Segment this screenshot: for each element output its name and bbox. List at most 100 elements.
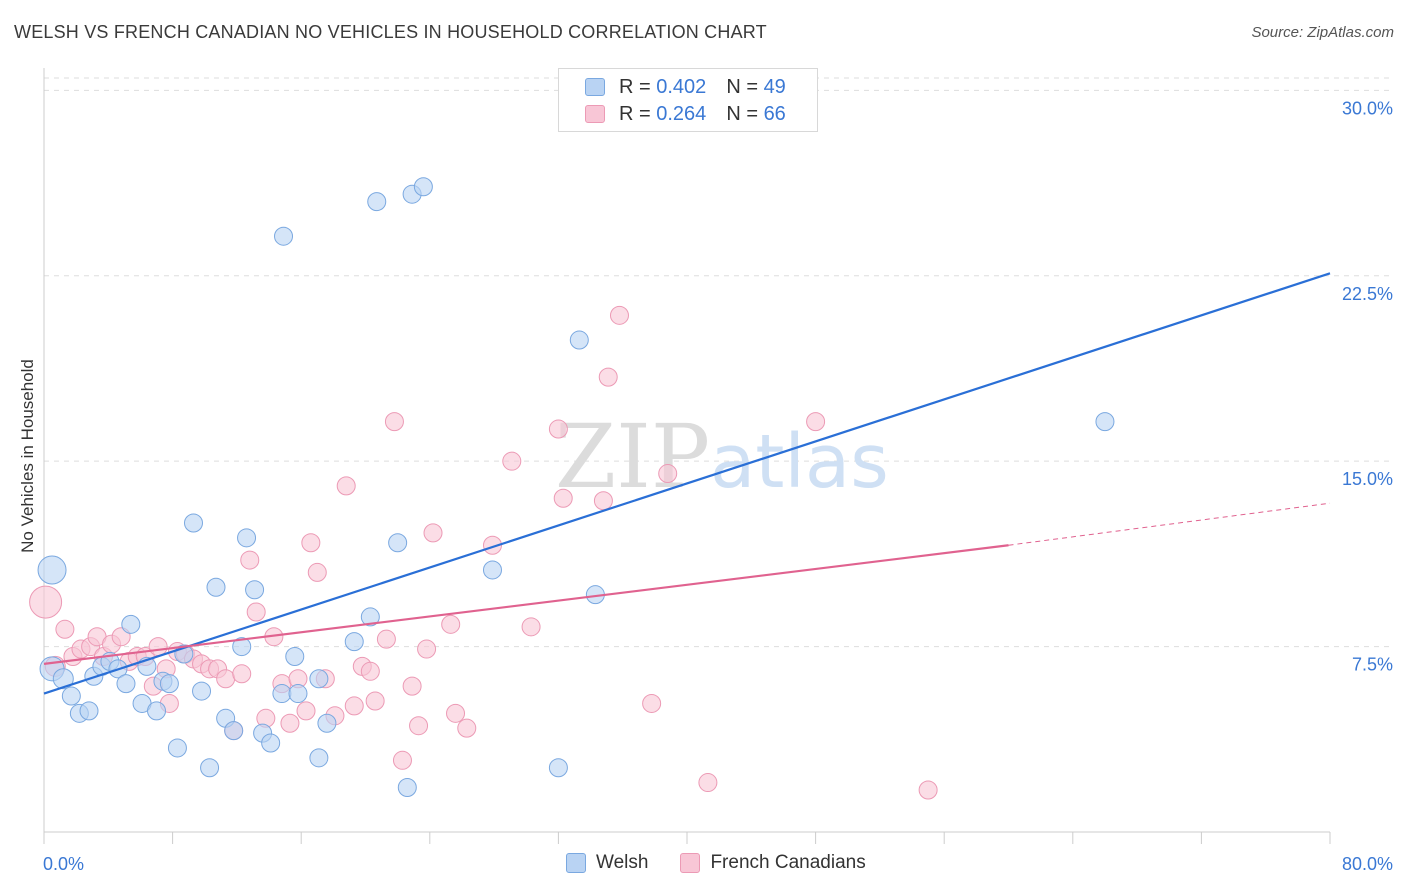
welsh-point[interactable] [147, 701, 167, 721]
french-canadians-point[interactable] [29, 585, 63, 619]
y-tick-label: 15.0% [1342, 469, 1393, 489]
legend-r-value-welsh: 0.402 [656, 75, 707, 98]
welsh-point[interactable] [245, 580, 265, 600]
legend-r-value-french: 0.264 [656, 102, 707, 125]
french-canadians-point[interactable] [232, 664, 252, 684]
french-canadians-point[interactable] [409, 716, 429, 736]
welsh-point[interactable] [548, 758, 568, 778]
welsh-point[interactable] [317, 713, 337, 733]
legend-n-value-welsh: 49 [763, 75, 786, 98]
french-canadians-point[interactable] [402, 676, 422, 696]
welsh-point[interactable] [285, 646, 305, 666]
tick-labels: 7.5% 15.0% 22.5% 30.0% 0.0% 80.0% [43, 98, 1393, 874]
legend-r-label: R = [619, 75, 657, 98]
french-canadians-point[interactable] [457, 718, 477, 738]
welsh-point[interactable] [309, 669, 329, 689]
series-legend: Welsh French Canadians [566, 852, 898, 874]
welsh-point[interactable] [167, 738, 187, 758]
watermark-atlas: atlas [710, 419, 889, 505]
welsh-point[interactable] [37, 555, 67, 585]
welsh-point[interactable] [232, 637, 252, 657]
french-canadians-point[interactable] [384, 412, 404, 432]
french-canadians-point[interactable] [280, 713, 300, 733]
welsh-point[interactable] [121, 614, 141, 634]
welsh-point[interactable] [237, 528, 257, 548]
french-canadians-point[interactable] [521, 617, 541, 637]
trend-lines [43, 272, 1331, 695]
y-tick-label: 22.5% [1342, 284, 1393, 304]
french-canadians-point[interactable] [344, 696, 364, 716]
legend-n-value-french: 66 [763, 102, 786, 125]
french-canadians-point[interactable] [55, 619, 75, 639]
legend-swatch-french [680, 853, 701, 873]
french-canadians-point[interactable] [307, 562, 327, 582]
french-canadians-point[interactable] [658, 464, 678, 484]
french-canadians-trend-line [43, 544, 1009, 665]
legend-row-welsh: R = 0.402 N = 49 [585, 75, 786, 99]
welsh-point[interactable] [52, 668, 74, 690]
french-canadians-point[interactable] [502, 451, 522, 471]
french-canadians-point[interactable] [482, 535, 502, 555]
french-canadians-point[interactable] [441, 614, 461, 634]
welsh-point[interactable] [413, 177, 433, 197]
french-canadians-point[interactable] [365, 691, 385, 711]
welsh-point[interactable] [192, 681, 212, 701]
french-canadians-point[interactable] [609, 305, 629, 325]
french-canadians-point[interactable] [376, 629, 396, 649]
french-canadians-point[interactable] [698, 773, 718, 793]
welsh-point[interactable] [206, 577, 226, 597]
legend-label-welsh: Welsh [596, 852, 649, 873]
legend-r-label: R = [619, 102, 657, 125]
french-canadians-point[interactable] [148, 637, 168, 657]
welsh-point[interactable] [274, 226, 294, 246]
french-canadians-point[interactable] [446, 703, 466, 723]
french-canadians-point[interactable] [918, 780, 938, 800]
legend-swatch-welsh [585, 78, 605, 96]
french-canadians-point[interactable] [360, 661, 380, 681]
legend-item-welsh[interactable]: Welsh [566, 852, 648, 874]
french-canadians-point[interactable] [593, 491, 613, 511]
french-canadians-point[interactable] [806, 412, 826, 432]
correlation-legend: R = 0.402 N = 49 R = 0.264 N = 66 [558, 68, 818, 132]
french-canadians-point[interactable] [548, 419, 568, 439]
welsh-point[interactable] [183, 513, 203, 533]
legend-n-label: N = [726, 75, 764, 98]
welsh-point[interactable] [79, 701, 99, 721]
welsh-point[interactable] [224, 721, 244, 741]
french-canadians-point[interactable] [301, 533, 321, 553]
french-canadians-point[interactable] [392, 750, 412, 770]
welsh-point[interactable] [272, 684, 292, 704]
french-canadians-point[interactable] [598, 367, 618, 387]
welsh-point[interactable] [482, 560, 502, 580]
legend-item-french-canadians[interactable]: French Canadians [680, 852, 866, 874]
welsh-point[interactable] [159, 674, 179, 694]
welsh-point[interactable] [344, 632, 364, 652]
french-canadians-point[interactable] [553, 488, 573, 508]
welsh-point[interactable] [569, 330, 589, 350]
welsh-point[interactable] [367, 192, 387, 212]
watermark: ZIP atlas [555, 405, 889, 508]
welsh-point[interactable] [388, 533, 408, 553]
french-canadians-point[interactable] [216, 669, 236, 689]
welsh-point[interactable] [116, 674, 136, 694]
welsh-point[interactable] [200, 758, 220, 778]
welsh-point[interactable] [309, 748, 329, 768]
french-canadians-point[interactable] [246, 602, 266, 622]
welsh-point[interactable] [1095, 412, 1115, 432]
series-welsh-points [37, 177, 1115, 798]
french-canadians-point[interactable] [642, 693, 662, 713]
welsh-point[interactable] [360, 607, 380, 627]
legend-label-french-canadians: French Canadians [710, 852, 866, 873]
welsh-point[interactable] [261, 733, 281, 753]
french-canadians-point[interactable] [336, 476, 356, 496]
french-canadians-point[interactable] [417, 639, 437, 659]
watermark-zip: ZIP [555, 405, 710, 508]
welsh-point[interactable] [61, 686, 81, 706]
french-canadians-point[interactable] [296, 701, 316, 721]
welsh-point[interactable] [288, 684, 308, 704]
welsh-point[interactable] [397, 778, 417, 798]
legend-swatch-french [585, 105, 605, 123]
french-canadians-point[interactable] [423, 523, 443, 543]
french-canadians-point[interactable] [240, 550, 260, 570]
